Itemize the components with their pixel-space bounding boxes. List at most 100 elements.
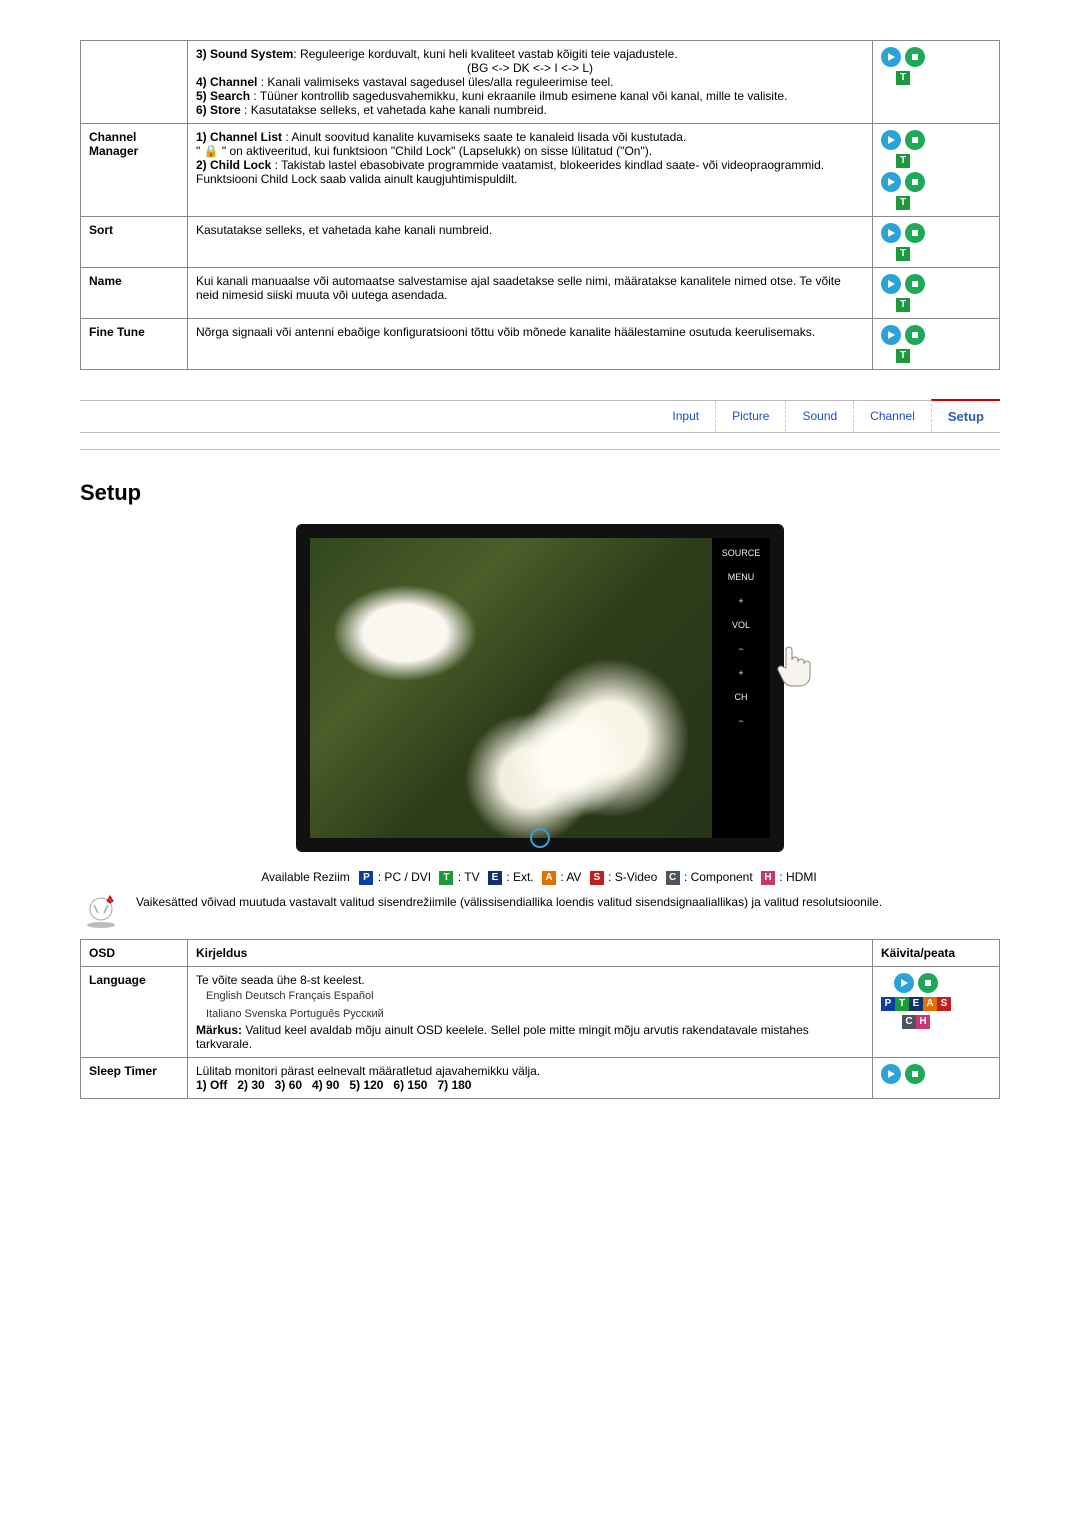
mode-badge-A: A — [542, 871, 556, 885]
row-action: PTEAS CH — [873, 966, 1000, 1057]
play-icon[interactable] — [894, 973, 914, 993]
note-icon — [80, 895, 122, 929]
tv-button-menu[interactable]: MENU — [712, 568, 770, 586]
row-desc: Kasutatakse selleks, et vahetada kahe ka… — [188, 217, 873, 268]
row-label — [81, 41, 188, 124]
table-row: Channel Manager1) Channel List : Ainult … — [81, 124, 1000, 217]
tv-button-source[interactable]: SOURCE — [712, 544, 770, 562]
table-row: LanguageTe võite seada ühe 8-st keelest.… — [81, 966, 1000, 1057]
note-row: Vaikesätted võivad muutuda vastavalt val… — [80, 895, 1000, 929]
row-action: T — [873, 217, 1000, 268]
mode-badge-S: S — [590, 871, 604, 885]
row-action — [873, 1057, 1000, 1098]
play-icon[interactable] — [881, 274, 901, 294]
stop-icon[interactable] — [905, 325, 925, 345]
mode-badge-T: T — [896, 196, 910, 210]
mode-badge-T: T — [896, 298, 910, 312]
available-modes-row: Available Reziim P : PC / DVI T : TV E :… — [80, 870, 1000, 885]
mode-label: : S-Video — [608, 870, 657, 884]
play-icon[interactable] — [881, 223, 901, 243]
mode-badge-T: T — [896, 71, 910, 85]
mode-badge-T: T — [895, 997, 909, 1011]
row-action: T T — [873, 124, 1000, 217]
setup-th-osd: OSD — [81, 939, 188, 966]
tv-button-ch[interactable]: CH — [712, 688, 770, 706]
setup-th-desc: Kirjeldus — [188, 939, 873, 966]
tv-button-+[interactable]: + — [712, 592, 770, 610]
setup-th-action: Käivita/peata — [873, 939, 1000, 966]
tab-bar: InputPictureSoundChannelSetup — [80, 400, 1000, 433]
play-icon[interactable] — [881, 130, 901, 150]
mode-item: A : AV — [541, 870, 581, 885]
table-row: 3) Sound System: Reguleerige korduvalt, … — [81, 41, 1000, 124]
row-desc: Nõrga signaali või antenni ebaõige konfi… — [188, 319, 873, 370]
row-action: T — [873, 319, 1000, 370]
play-icon[interactable] — [881, 325, 901, 345]
mode-label: : PC / DVI — [378, 870, 431, 884]
mode-badge-T: T — [896, 154, 910, 168]
stop-icon[interactable] — [905, 47, 925, 67]
tab-setup[interactable]: Setup — [931, 399, 1000, 432]
mode-label: : HDMI — [779, 870, 816, 884]
table-row: NameKui kanali manuaalse või automaatse … — [81, 268, 1000, 319]
row-desc: Kui kanali manuaalse või automaatse salv… — [188, 268, 873, 319]
play-icon[interactable] — [881, 47, 901, 67]
tab-channel[interactable]: Channel — [853, 401, 931, 432]
tab-input[interactable]: Input — [656, 401, 715, 432]
tab-sound[interactable]: Sound — [785, 401, 853, 432]
row-label: Sleep Timer — [81, 1057, 188, 1098]
table-row: Fine TuneNõrga signaali või antenni ebaõ… — [81, 319, 1000, 370]
tv-button-−[interactable]: − — [712, 640, 770, 658]
row-label: Fine Tune — [81, 319, 188, 370]
mode-badge-C: C — [902, 1015, 916, 1029]
channel-table: 3) Sound System: Reguleerige korduvalt, … — [80, 40, 1000, 370]
mode-badge-H: H — [761, 871, 775, 885]
mode-label: : TV — [458, 870, 480, 884]
stop-icon[interactable] — [905, 223, 925, 243]
mode-badge-E: E — [488, 871, 502, 885]
row-desc: 3) Sound System: Reguleerige korduvalt, … — [188, 41, 873, 124]
mode-badge-E: E — [909, 997, 923, 1011]
mode-strip: CH — [902, 1015, 930, 1029]
tv-screenshot: SOURCE MENU + VOL − + CH − — [296, 524, 784, 852]
tv-button-vol[interactable]: VOL — [712, 616, 770, 634]
mode-badge-C: C — [666, 871, 680, 885]
stop-icon[interactable] — [905, 172, 925, 192]
mode-badge-T: T — [896, 349, 910, 363]
row-action: T — [873, 268, 1000, 319]
mode-badge-A: A — [923, 997, 937, 1011]
mode-badge-T: T — [896, 247, 910, 261]
modes-prefix: Available Reziim — [261, 870, 349, 884]
stop-icon[interactable] — [905, 274, 925, 294]
stop-icon[interactable] — [918, 973, 938, 993]
row-desc: Te võite seada ühe 8-st keelest.English … — [188, 966, 873, 1057]
divider — [80, 449, 1000, 450]
tab-bar-inner: InputPictureSoundChannelSetup — [656, 401, 1000, 432]
tv-button-−[interactable]: − — [712, 712, 770, 730]
mode-item: P : PC / DVI — [358, 870, 431, 885]
play-icon[interactable] — [881, 172, 901, 192]
mode-badge-S: S — [937, 997, 951, 1011]
channel-table-body: 3) Sound System: Reguleerige korduvalt, … — [81, 41, 1000, 370]
tv-button-+[interactable]: + — [712, 664, 770, 682]
stop-icon[interactable] — [905, 1064, 925, 1084]
setup-table-body: LanguageTe võite seada ühe 8-st keelest.… — [81, 966, 1000, 1098]
mode-badge-T: T — [439, 871, 453, 885]
table-row: SortKasutatakse selleks, et vahetada kah… — [81, 217, 1000, 268]
row-desc: Lülitab monitori pärast eelnevalt määrat… — [188, 1057, 873, 1098]
stop-icon[interactable] — [905, 130, 925, 150]
mode-item: S : S-Video — [589, 870, 658, 885]
tv-power-led — [530, 828, 550, 848]
mode-item: C : Component — [665, 870, 753, 885]
setup-table: OSD Kirjeldus Käivita/peata LanguageTe v… — [80, 939, 1000, 1099]
mode-item: H : HDMI — [760, 870, 817, 885]
tv-side-panel: SOURCE MENU + VOL − + CH − — [712, 538, 770, 838]
mode-badge-P: P — [359, 871, 373, 885]
row-desc: 1) Channel List : Ainult soovitud kanali… — [188, 124, 873, 217]
play-icon[interactable] — [881, 1064, 901, 1084]
mode-strip: PTEAS — [881, 997, 951, 1011]
tab-picture[interactable]: Picture — [715, 401, 785, 432]
mode-label: : AV — [560, 870, 581, 884]
hand-pointer-icon — [774, 642, 814, 690]
note-text: Vaikesätted võivad muutuda vastavalt val… — [136, 895, 882, 909]
